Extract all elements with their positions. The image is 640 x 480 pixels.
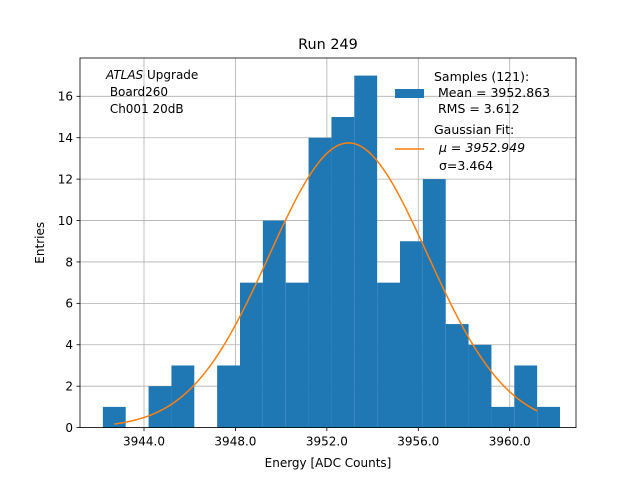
histogram-bar <box>491 406 515 428</box>
x-tick-label: 3944.0 <box>123 435 165 449</box>
annotation-upgrade: Upgrade <box>143 68 198 82</box>
y-tick-label: 2 <box>65 379 73 393</box>
y-axis-label: Entries <box>33 222 47 264</box>
chart-title: Run 249 <box>298 37 358 53</box>
histogram-bar <box>400 241 423 428</box>
y-tick-label: 6 <box>65 297 73 311</box>
histogram-bar <box>377 282 400 428</box>
gaussian-fit-curve <box>114 142 538 425</box>
plot-frame <box>79 57 577 429</box>
histogram-bar <box>240 282 263 428</box>
histogram-bar <box>217 365 240 428</box>
histogram-bar <box>285 282 309 428</box>
x-tick-label: 3948.0 <box>214 435 256 449</box>
histogram-bar <box>445 324 469 428</box>
legend-histogram-line-1: Samples (121): <box>434 69 529 84</box>
y-tick-label: 0 <box>65 421 73 435</box>
annotation-line-1: ATLAS Upgrade <box>105 68 198 82</box>
x-axis-ticks: 3944.0 3948.0 3952.0 3956.0 3960.0 <box>123 427 531 449</box>
histogram-bar <box>354 75 378 428</box>
annotation-line-3: Ch001 20dB <box>106 102 184 116</box>
legend: Samples (121): Mean = 3952.863 RMS = 3.6… <box>395 69 550 173</box>
annotation-line-2: Board260 <box>106 85 168 99</box>
legend-histogram-line-3: RMS = 3.612 <box>434 101 520 116</box>
legend-histogram-line-2: Mean = 3952.863 <box>434 85 550 100</box>
y-tick-label: 8 <box>65 255 73 269</box>
histogram-bar <box>331 117 355 428</box>
y-tick-label: 4 <box>65 338 73 352</box>
legend-fit-sigma: σ=3.464 <box>439 158 493 173</box>
y-axis-ticks: 0 2 4 6 8 10 12 14 16 <box>58 90 80 435</box>
x-tick-label: 3960.0 <box>489 435 531 449</box>
annotation-atlas: ATLAS <box>105 68 144 82</box>
x-tick-label: 3956.0 <box>397 435 439 449</box>
plot-annotation: ATLAS Upgrade Board260 Ch001 20dB <box>105 68 198 116</box>
legend-histogram-swatch <box>395 89 424 98</box>
histogram-bar <box>262 220 286 428</box>
x-axis-label: Energy [ADC Counts] <box>265 456 392 470</box>
x-tick-label: 3952.0 <box>306 435 348 449</box>
histogram-bar <box>148 386 172 428</box>
y-tick-label: 14 <box>58 131 73 145</box>
histogram-bar <box>308 137 332 428</box>
y-tick-label: 10 <box>58 214 73 228</box>
legend-fit-mu: μ = 3952.949 <box>438 140 525 155</box>
histogram-bar <box>102 406 126 428</box>
y-tick-label: 12 <box>58 172 73 186</box>
y-tick-label: 16 <box>58 90 73 104</box>
histogram-bar <box>422 179 446 428</box>
histogram-bar <box>514 365 538 428</box>
histogram-bar <box>537 406 560 428</box>
histogram-bar <box>468 344 492 428</box>
legend-fit-line-1: Gaussian Fit: <box>434 122 514 137</box>
histogram-bars <box>102 75 560 428</box>
